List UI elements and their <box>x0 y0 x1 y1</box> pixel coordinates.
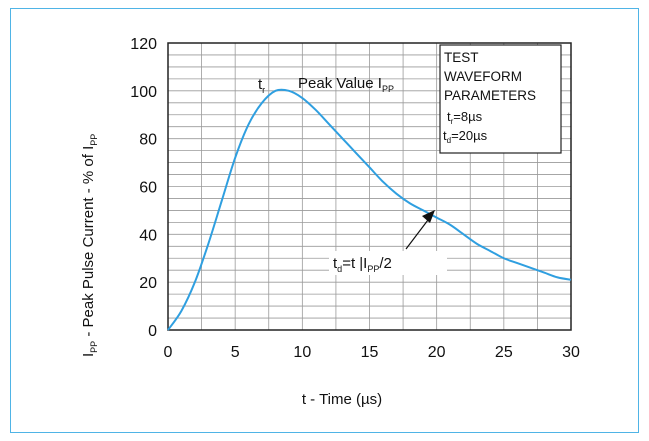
series-line <box>167 88 572 331</box>
chart-svg: 0 5 10 15 20 25 30 0 20 40 60 80 100 120 IPP - Peak P… <box>80 36 580 408</box>
td-arrowhead <box>422 210 435 223</box>
svg-text:WAVEFORM: WAVEFORM <box>444 69 522 84</box>
svg-text:td=20µs: td=20µs <box>443 128 488 145</box>
y-tick-label: 20 <box>139 275 157 292</box>
peak-value-label: Peak Value IPP <box>298 75 394 94</box>
svg-text:PARAMETERS: PARAMETERS <box>444 88 536 103</box>
x-axis-label: t - Time (µs) <box>302 391 382 408</box>
plot-border <box>167 42 572 331</box>
y-tick-label: 80 <box>139 132 157 149</box>
x-tick-label: 30 <box>562 344 580 361</box>
td-annotation: td=t |IPP/2 <box>329 210 447 275</box>
x-tick-label: 15 <box>361 344 379 361</box>
parameters-legend: TEST WAVEFORM PARAMETERS tr=8µs td=20µs <box>439 44 562 154</box>
y-tick-label: 60 <box>139 180 157 197</box>
chart-frame: 0 5 10 15 20 25 30 0 20 40 60 80 100 120 IPP - Peak P… <box>10 8 639 433</box>
y-tick-label: 40 <box>139 227 157 244</box>
x-tick-label: 0 <box>164 344 173 361</box>
tr-label: tr <box>258 76 265 95</box>
x-tick-label: 20 <box>428 344 446 361</box>
td-arrow <box>405 215 432 250</box>
svg-text:tr=8µs: tr=8µs <box>447 109 483 126</box>
y-tick-label: 120 <box>130 36 157 53</box>
x-tick-label: 10 <box>293 344 311 361</box>
y-axis-label: IPP - Peak Pulse Current - % of IPP <box>80 134 99 357</box>
x-tick-label: 5 <box>231 344 240 361</box>
svg-text:td=t |IPP/2: td=t |IPP/2 <box>333 255 392 274</box>
svg-text:TEST: TEST <box>444 50 479 65</box>
y-tick-label: 100 <box>130 84 157 101</box>
y-tick-label: 0 <box>148 323 157 340</box>
tick-labels: 0 5 10 15 20 25 30 0 20 40 60 80 100 120 <box>130 36 580 361</box>
x-tick-label: 25 <box>495 344 513 361</box>
